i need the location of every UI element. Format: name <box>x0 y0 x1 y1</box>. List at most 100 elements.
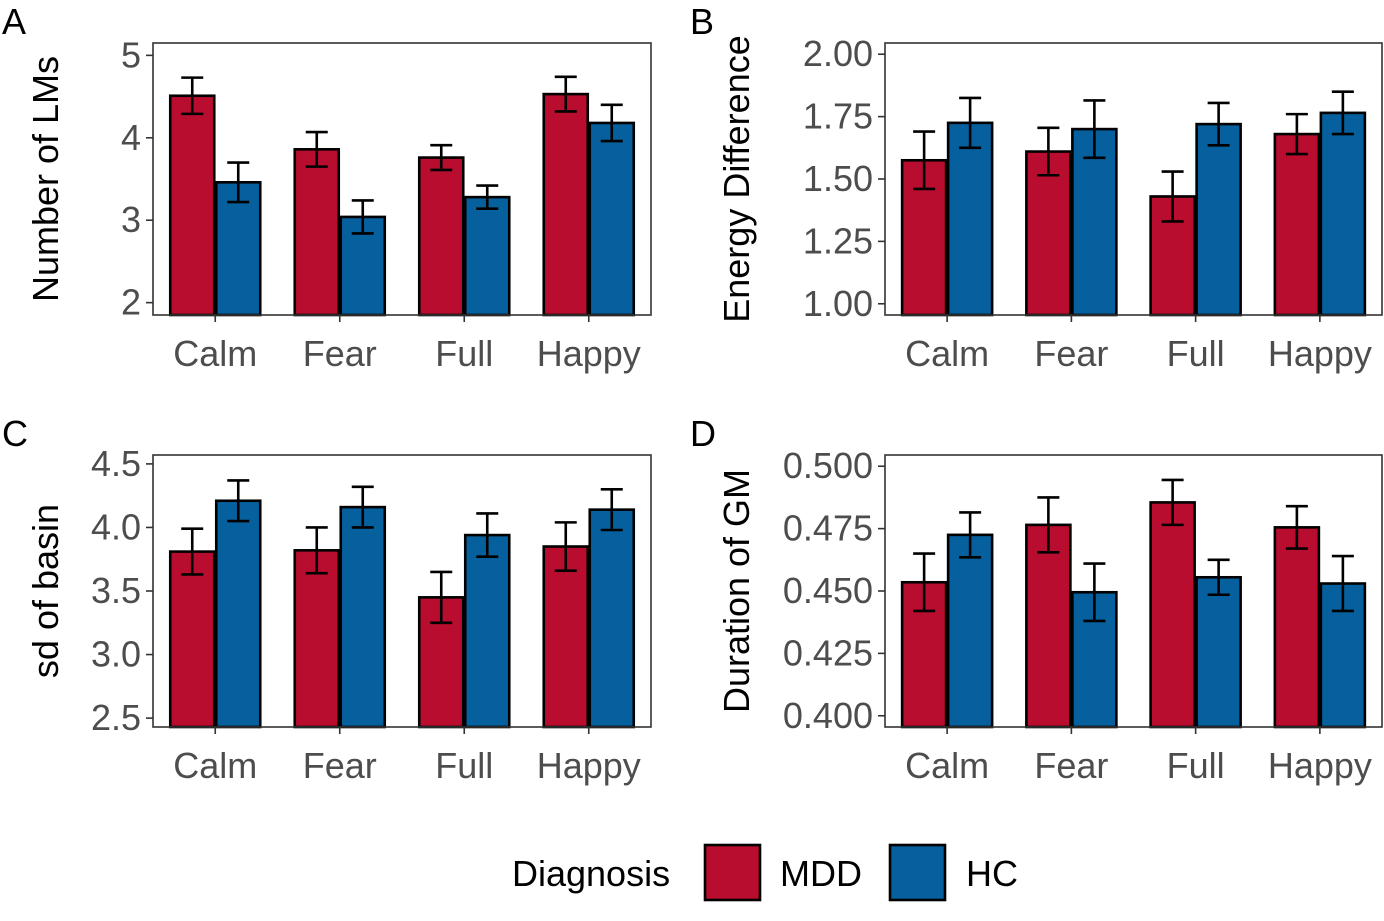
error-bar-mdd-fear <box>1037 126 1060 177</box>
panel-tag: A <box>2 1 26 42</box>
error-bar-hc-happy <box>600 103 623 143</box>
y-tick-label: 3.0 <box>91 634 141 675</box>
y-tick-label: 4.5 <box>91 443 141 484</box>
bar-hc-full <box>1195 575 1242 729</box>
y-axis-title: sd of basin <box>25 504 66 678</box>
y-tick-label: 3 <box>121 199 141 240</box>
bar-mdd-calm <box>168 94 216 317</box>
error-bar-hc-full <box>1207 558 1230 597</box>
y-tick-label: 0.400 <box>783 695 873 736</box>
error-bar-hc-fear <box>1083 562 1106 623</box>
error-bar-mdd-full <box>430 143 453 172</box>
x-tick-label-calm: Calm <box>905 745 989 786</box>
error-bar-mdd-fear <box>1037 496 1060 554</box>
error-bar-hc-happy <box>600 488 623 532</box>
bar-mdd-calm <box>168 550 216 729</box>
panel-frame <box>152 42 652 316</box>
bar-hc-happy <box>588 508 636 729</box>
y-tick-label: 0.475 <box>783 508 873 549</box>
bar-hc-fear <box>339 505 387 729</box>
error-bar-mdd-calm <box>913 130 936 191</box>
panel-c: C 2.5 3.0 3.5 4.0 4.5 Calm Fear Full Happy sd of b… <box>2 413 652 786</box>
x-tick-label-full: Full <box>1167 745 1225 786</box>
x-tick-label-happy: Happy <box>537 745 641 786</box>
y-tick-label: 1.25 <box>803 220 873 261</box>
y-tick-label: 1.00 <box>803 283 873 324</box>
x-tick-label-fear: Fear <box>303 333 377 374</box>
bar-hc-calm <box>946 121 994 317</box>
y-axis-title: Number of LMs <box>25 56 66 302</box>
error-bar-mdd-calm <box>913 552 936 613</box>
y-tick-label: 0.500 <box>783 445 873 486</box>
bar-mdd-fear <box>293 549 341 729</box>
x-tick-label-happy: Happy <box>537 333 641 374</box>
error-bar-hc-happy <box>1331 554 1354 613</box>
y-tick-label: 0.425 <box>783 632 873 673</box>
x-tick-label-happy: Happy <box>1268 745 1372 786</box>
error-bar-hc-calm <box>959 96 982 150</box>
y-tick-label: 2 <box>121 282 141 323</box>
error-bar-hc-full <box>476 184 499 210</box>
error-bar-mdd-full <box>1161 478 1184 527</box>
error-bar-mdd-calm <box>181 527 204 576</box>
x-tick-label-calm: Calm <box>905 333 989 374</box>
bar-hc-happy <box>588 121 636 317</box>
y-tick-label: 4 <box>121 117 141 158</box>
bar-hc-full <box>1195 122 1242 317</box>
legend-label-mdd: MDD <box>780 853 862 894</box>
error-bar-mdd-fear <box>305 130 328 168</box>
panel-tag: C <box>2 413 28 454</box>
error-bar-mdd-happy <box>554 521 577 572</box>
error-bar-mdd-fear <box>305 526 328 575</box>
bar-mdd-happy <box>542 545 590 729</box>
bar-hc-calm <box>946 533 994 729</box>
panel-b: B 1.00 1.25 1.50 1.75 2.00 Calm Fear Full Happy En… <box>690 1 1383 374</box>
panel-d: D 0.400 0.425 0.450 0.475 0.500 Calm Fear Full Ha… <box>690 413 1383 786</box>
error-bar-mdd-calm <box>181 76 204 116</box>
bar-mdd-happy <box>1273 132 1321 317</box>
legend-label-hc: HC <box>966 853 1018 894</box>
error-bar-mdd-full <box>1161 170 1184 223</box>
x-tick-label-calm: Calm <box>173 745 257 786</box>
legend: Diagnosis MDD HC <box>512 843 1018 902</box>
bar-hc-calm <box>214 180 262 317</box>
panel-tag: D <box>690 413 716 454</box>
bar-mdd-full <box>1149 195 1196 317</box>
legend-key-hc <box>888 843 947 902</box>
x-tick-label-fear: Fear <box>1034 745 1108 786</box>
y-tick-label: 2.00 <box>803 33 873 74</box>
error-bar-hc-happy <box>1331 90 1354 136</box>
y-tick-label: 4.0 <box>91 506 141 547</box>
bar-mdd-happy <box>1273 526 1321 729</box>
y-tick-label: 0.450 <box>783 570 873 611</box>
y-tick-label: 1.50 <box>803 158 873 199</box>
bar-hc-full <box>463 533 511 729</box>
error-bar-hc-calm <box>959 511 982 559</box>
error-bar-hc-calm <box>227 161 250 204</box>
x-tick-label-calm: Calm <box>173 333 257 374</box>
error-bar-hc-full <box>1207 101 1230 147</box>
bar-hc-full <box>463 195 511 317</box>
x-tick-label-full: Full <box>1167 333 1225 374</box>
x-tick-label-happy: Happy <box>1268 333 1372 374</box>
y-tick-label: 2.5 <box>91 697 141 738</box>
panel-tag: B <box>690 1 714 42</box>
error-bar-hc-fear <box>351 485 374 529</box>
error-bar-hc-full <box>476 512 499 558</box>
legend-key-mdd <box>703 843 762 902</box>
x-tick-label-fear: Fear <box>303 745 377 786</box>
error-bar-mdd-full <box>430 570 453 625</box>
error-bar-hc-fear <box>351 199 374 235</box>
x-tick-label-full: Full <box>435 333 493 374</box>
bar-hc-happy <box>1319 111 1367 317</box>
x-tick-label-full: Full <box>435 745 493 786</box>
legend-title: Diagnosis <box>512 853 670 894</box>
x-tick-label-fear: Fear <box>1034 333 1108 374</box>
bar-mdd-happy <box>542 92 590 317</box>
y-tick-label: 3.5 <box>91 570 141 611</box>
y-axis-title: Duration of GM <box>716 469 757 713</box>
panel-a: A 2 3 4 5 Calm Fear Full Happy Number of LMs <box>2 1 652 374</box>
y-tick-label: 5 <box>121 34 141 75</box>
error-bar-hc-calm <box>227 479 250 523</box>
